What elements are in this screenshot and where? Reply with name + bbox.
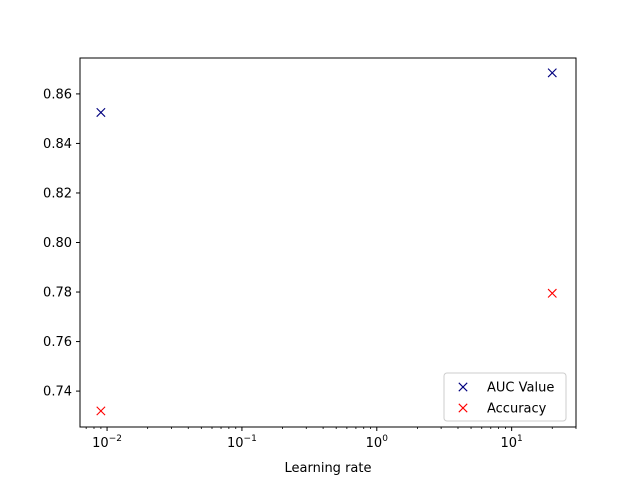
x-tick-label: 10−2 [92,434,122,451]
marker-stroke [96,406,106,416]
data-point-auc-value [547,68,557,78]
legend-marker [458,382,468,392]
data-point-accuracy [96,406,106,416]
plot-frame [79,57,577,428]
x-tick-label: 101 [501,434,523,451]
x-axis-label: Learning rate [285,461,372,476]
y-tick-label: 0.74 [43,385,72,400]
y-tick-label: 0.86 [43,87,72,102]
y-tick-label: 0.80 [43,236,72,251]
legend-marker [458,403,468,413]
data-point-accuracy [547,288,557,298]
data-point-auc-value [96,107,106,118]
legend: AUC Value Accuracy [443,372,567,422]
marker-stroke [547,288,557,298]
y-tick-label: 0.82 [43,186,72,201]
x-tick-label: 100 [366,434,389,451]
x-tick-label: 10−1 [227,434,257,451]
marker-stroke [96,107,106,118]
marker-stroke [547,68,557,78]
y-tick-label: 0.78 [43,286,72,301]
legend-label: AUC Value [487,381,554,396]
legend-label: Accuracy [487,402,547,417]
y-tick-label: 0.84 [43,137,72,152]
y-tick-label: 0.76 [43,335,72,350]
legend-box [443,372,567,422]
